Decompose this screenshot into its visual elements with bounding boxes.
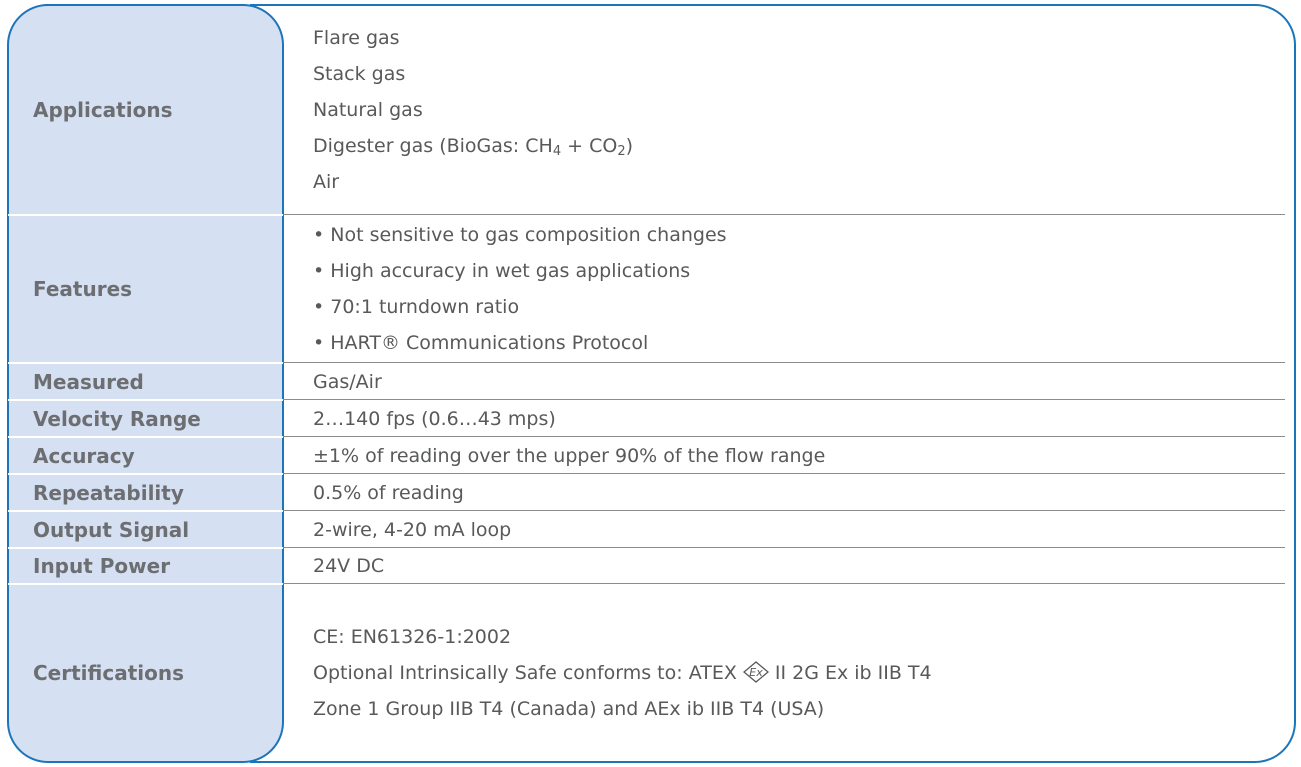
value-line: ±1% of reading over the upper 90% of the… bbox=[313, 444, 826, 467]
spec-row: Measured Gas/Air bbox=[8, 363, 1295, 401]
subscript: 4 bbox=[552, 144, 562, 159]
ex-icon: Ex bbox=[742, 659, 769, 695]
row-label: Measured bbox=[33, 369, 144, 394]
row-separator bbox=[283, 547, 1285, 548]
label-separator bbox=[8, 214, 283, 216]
value-line: Natural gas bbox=[313, 99, 423, 121]
row-label: Certifications bbox=[33, 661, 184, 685]
label-separator bbox=[8, 399, 283, 401]
value-line: • HART® Communications Protocol bbox=[313, 332, 649, 354]
text-part: Optional Intrinsically Safe conforms to:… bbox=[313, 662, 737, 684]
value-line: 2-wire, 4-20 mA loop bbox=[313, 518, 512, 541]
row-label: Velocity Range bbox=[33, 406, 201, 431]
row-label: Output Signal bbox=[33, 517, 190, 542]
row-label: Accuracy bbox=[33, 443, 135, 468]
outer-border bbox=[250, 4, 1296, 763]
spec-row: Velocity Range 2…140 fps (0.6…43 mps) bbox=[8, 400, 1295, 438]
value-line: CE: EN61326-1:2002 bbox=[313, 626, 512, 648]
row-value: Flare gas Stack gas Natural gas Digester ga… bbox=[313, 5, 633, 215]
label-panel bbox=[7, 4, 284, 763]
value-line: Gas/Air bbox=[313, 370, 382, 393]
row-separator bbox=[283, 214, 1285, 215]
text-part: + CO bbox=[561, 135, 618, 157]
subscript: 2 bbox=[617, 144, 626, 159]
row-value: 2-wire, 4-20 mA loop bbox=[313, 511, 511, 548]
text-part: II 2G Ex ib IIB T4 bbox=[774, 662, 932, 684]
value-line: Zone 1 Group IIB T4 (Canada) and AEx ib … bbox=[313, 698, 825, 720]
value-line: Flare gas bbox=[313, 27, 400, 49]
label-separator bbox=[8, 436, 283, 438]
row-value: CE: EN61326-1:2002 Optional Intrinsically… bbox=[313, 584, 932, 762]
value-line: 0.5% of reading bbox=[313, 481, 464, 504]
spec-row: Input Power 24V DC bbox=[8, 548, 1295, 585]
label-separator bbox=[8, 583, 283, 585]
value-line: Optional Intrinsically Safe conforms to:… bbox=[313, 655, 932, 691]
row-value: 0.5% of reading bbox=[313, 474, 464, 511]
row-value: 24V DC bbox=[313, 548, 384, 584]
value-line: Stack gas bbox=[313, 63, 406, 85]
label-separator bbox=[8, 473, 283, 475]
row-separator bbox=[283, 362, 1285, 363]
label-separator bbox=[8, 510, 283, 512]
value-line: 24V DC bbox=[313, 555, 385, 577]
spec-row: Accuracy ±1% of reading over the upper 90… bbox=[8, 437, 1295, 475]
ex-text: Ex bbox=[749, 666, 763, 679]
spec-row: Repeatability 0.5% of reading bbox=[8, 474, 1295, 512]
value-line: Air bbox=[313, 171, 340, 193]
row-separator bbox=[283, 583, 1285, 584]
value-line: 2…140 fps (0.6…43 mps) bbox=[313, 407, 556, 430]
row-label: Applications bbox=[33, 98, 173, 122]
row-label: Repeatability bbox=[33, 480, 184, 505]
text-part: ) bbox=[625, 135, 634, 157]
spec-row: Certifications CE: EN61326-1:2002 Optional… bbox=[8, 584, 1295, 762]
value-line: • 70:1 turndown ratio bbox=[313, 296, 520, 318]
row-separator bbox=[283, 399, 1285, 400]
row-value: ±1% of reading over the upper 90% of the… bbox=[313, 437, 825, 474]
label-separator bbox=[8, 547, 283, 549]
row-label: Features bbox=[33, 277, 133, 301]
row-label: Input Power bbox=[33, 554, 171, 578]
row-separator bbox=[283, 436, 1285, 437]
text-part: Digester gas (BioGas: CH bbox=[313, 135, 553, 157]
row-separator bbox=[283, 510, 1285, 511]
value-line: • Not sensitive to gas composition chang… bbox=[313, 224, 727, 246]
spec-row: Features • Not sensitive to gas compositi… bbox=[8, 215, 1295, 364]
row-value: • Not sensitive to gas composition chang… bbox=[313, 215, 727, 363]
value-line: • High accuracy in wet gas applications bbox=[313, 260, 691, 282]
label-separator bbox=[8, 362, 283, 364]
ex-symbol: Ex bbox=[742, 661, 769, 683]
spec-row: Output Signal 2-wire, 4-20 mA loop bbox=[8, 511, 1295, 549]
row-separator bbox=[283, 473, 1285, 474]
value-line: Digester gas (BioGas: CH4 + CO2) bbox=[313, 128, 633, 164]
row-value: 2…140 fps (0.6…43 mps) bbox=[313, 400, 556, 437]
row-value: Gas/Air bbox=[313, 363, 382, 400]
spec-row: Applications Flare gas Stack gas Natural ga… bbox=[8, 5, 1295, 216]
